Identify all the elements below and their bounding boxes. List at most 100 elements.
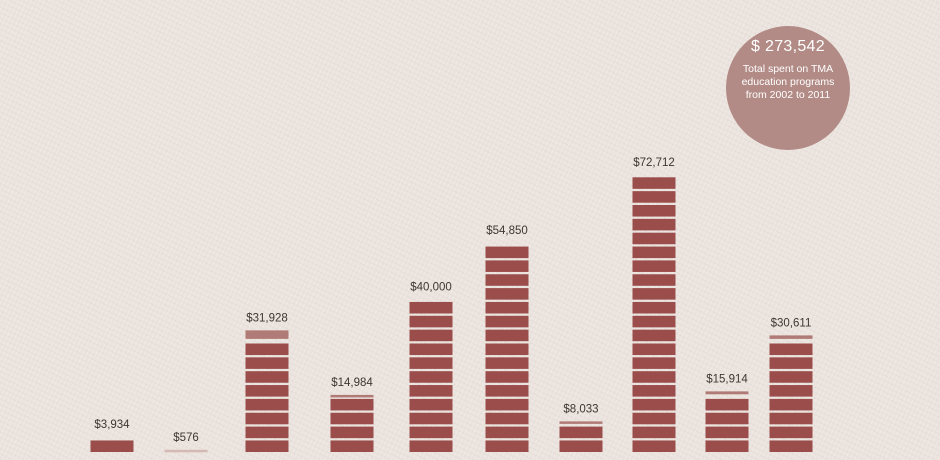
bar-segment — [485, 426, 529, 439]
bar-segment — [705, 426, 749, 439]
bar-segment — [485, 357, 529, 369]
bar-segment — [409, 357, 453, 369]
bar-segment — [769, 398, 813, 411]
bar-segment — [485, 398, 529, 411]
bar-top-segment — [769, 335, 813, 339]
bar-segment — [409, 329, 453, 342]
bar-10 — [769, 335, 813, 452]
bar-segment — [330, 412, 374, 425]
bar-segment — [632, 274, 676, 286]
bar-segment — [409, 440, 453, 452]
bar-segment — [245, 357, 289, 369]
bar-segment — [632, 260, 676, 272]
bar-4 — [330, 394, 374, 452]
bar-segment — [632, 288, 676, 300]
bar-value-label: $40,000 — [410, 282, 452, 294]
bar-segment — [245, 343, 289, 356]
bar-1 — [90, 440, 134, 452]
bar-7 — [559, 421, 603, 452]
bar-segment — [409, 371, 453, 383]
bar-value-label: $30,611 — [771, 317, 812, 329]
bar-segment — [632, 205, 676, 217]
bar-value-label: $31,928 — [246, 312, 288, 324]
bar-segment — [485, 412, 529, 425]
bar-value-label: $576 — [173, 432, 199, 444]
bar-segment — [632, 218, 676, 231]
bar-segment — [485, 440, 529, 452]
bar-segment — [632, 440, 676, 452]
bar-segment — [245, 398, 289, 411]
bar-segment — [485, 385, 529, 397]
bar-segment — [245, 426, 289, 439]
bar-top-segment — [705, 391, 749, 395]
bar-segment — [632, 426, 676, 439]
bar-value-label: $8,033 — [563, 403, 598, 415]
bar-6 — [485, 246, 529, 452]
bar-segment — [409, 385, 453, 397]
bar-3 — [245, 330, 289, 452]
bar-top-segment — [164, 449, 208, 453]
bar-segment — [485, 288, 529, 300]
bar-9 — [705, 391, 749, 452]
bar-top-segment — [330, 394, 374, 398]
bar-segment — [485, 371, 529, 383]
bar-top-segment — [245, 330, 289, 339]
bar-segment — [485, 246, 529, 259]
bar-segment — [409, 398, 453, 411]
bar-segment — [409, 412, 453, 425]
bar-segment — [769, 343, 813, 356]
total-circle: $ 273,542 Total spent on TMA education p… — [726, 26, 850, 150]
bar-segment — [485, 274, 529, 286]
bar-segment — [632, 177, 676, 189]
bar-segment — [409, 426, 453, 439]
bar-segment — [632, 398, 676, 411]
bar-segment — [632, 246, 676, 259]
bar-segment — [632, 343, 676, 356]
bar-segment — [409, 301, 453, 314]
bar-segment — [485, 329, 529, 342]
bar-segment — [632, 357, 676, 369]
bar-segment — [632, 371, 676, 383]
bar-segment — [705, 412, 749, 425]
bar-segment — [245, 371, 289, 383]
bar-segment — [330, 426, 374, 439]
bar-top-segment — [559, 421, 603, 424]
bar-segment — [632, 301, 676, 314]
bar-value-label: $72,712 — [633, 157, 675, 169]
bar-segment — [632, 329, 676, 342]
bar-segment — [559, 426, 603, 439]
total-value: $ 273,542 — [751, 38, 825, 55]
bar-segment — [409, 315, 453, 328]
bar-segment — [769, 357, 813, 369]
bar-segment — [632, 232, 676, 245]
bar-segment — [559, 440, 603, 452]
bar-segment — [485, 343, 529, 356]
bar-value-label: $3,934 — [94, 419, 130, 431]
bar-segment — [632, 191, 676, 203]
bar-segment — [769, 385, 813, 397]
bar-segment — [409, 343, 453, 356]
bar-segment — [705, 398, 749, 411]
total-caption: Total spent on TMA education programs fr… — [741, 63, 835, 101]
bar-value-label: $54,850 — [486, 225, 528, 237]
bar-segment — [330, 398, 374, 411]
bar-segment — [245, 440, 289, 452]
bar-8 — [632, 177, 676, 452]
bar-value-label: $14,984 — [331, 377, 373, 389]
bar-segment — [632, 412, 676, 425]
bar-segment — [485, 260, 529, 272]
bar-segment — [245, 412, 289, 425]
bar-2 — [164, 449, 208, 453]
bar-segment — [485, 315, 529, 328]
bar-segment — [330, 440, 374, 452]
bar-segment — [769, 426, 813, 439]
bar-segment — [632, 385, 676, 397]
bar-segment — [769, 412, 813, 425]
bar-5 — [409, 301, 453, 452]
bar-segment — [632, 315, 676, 328]
bar-segment — [705, 440, 749, 452]
bar-segment — [90, 440, 134, 452]
bar-segment — [769, 371, 813, 383]
bar-segment — [485, 301, 529, 314]
